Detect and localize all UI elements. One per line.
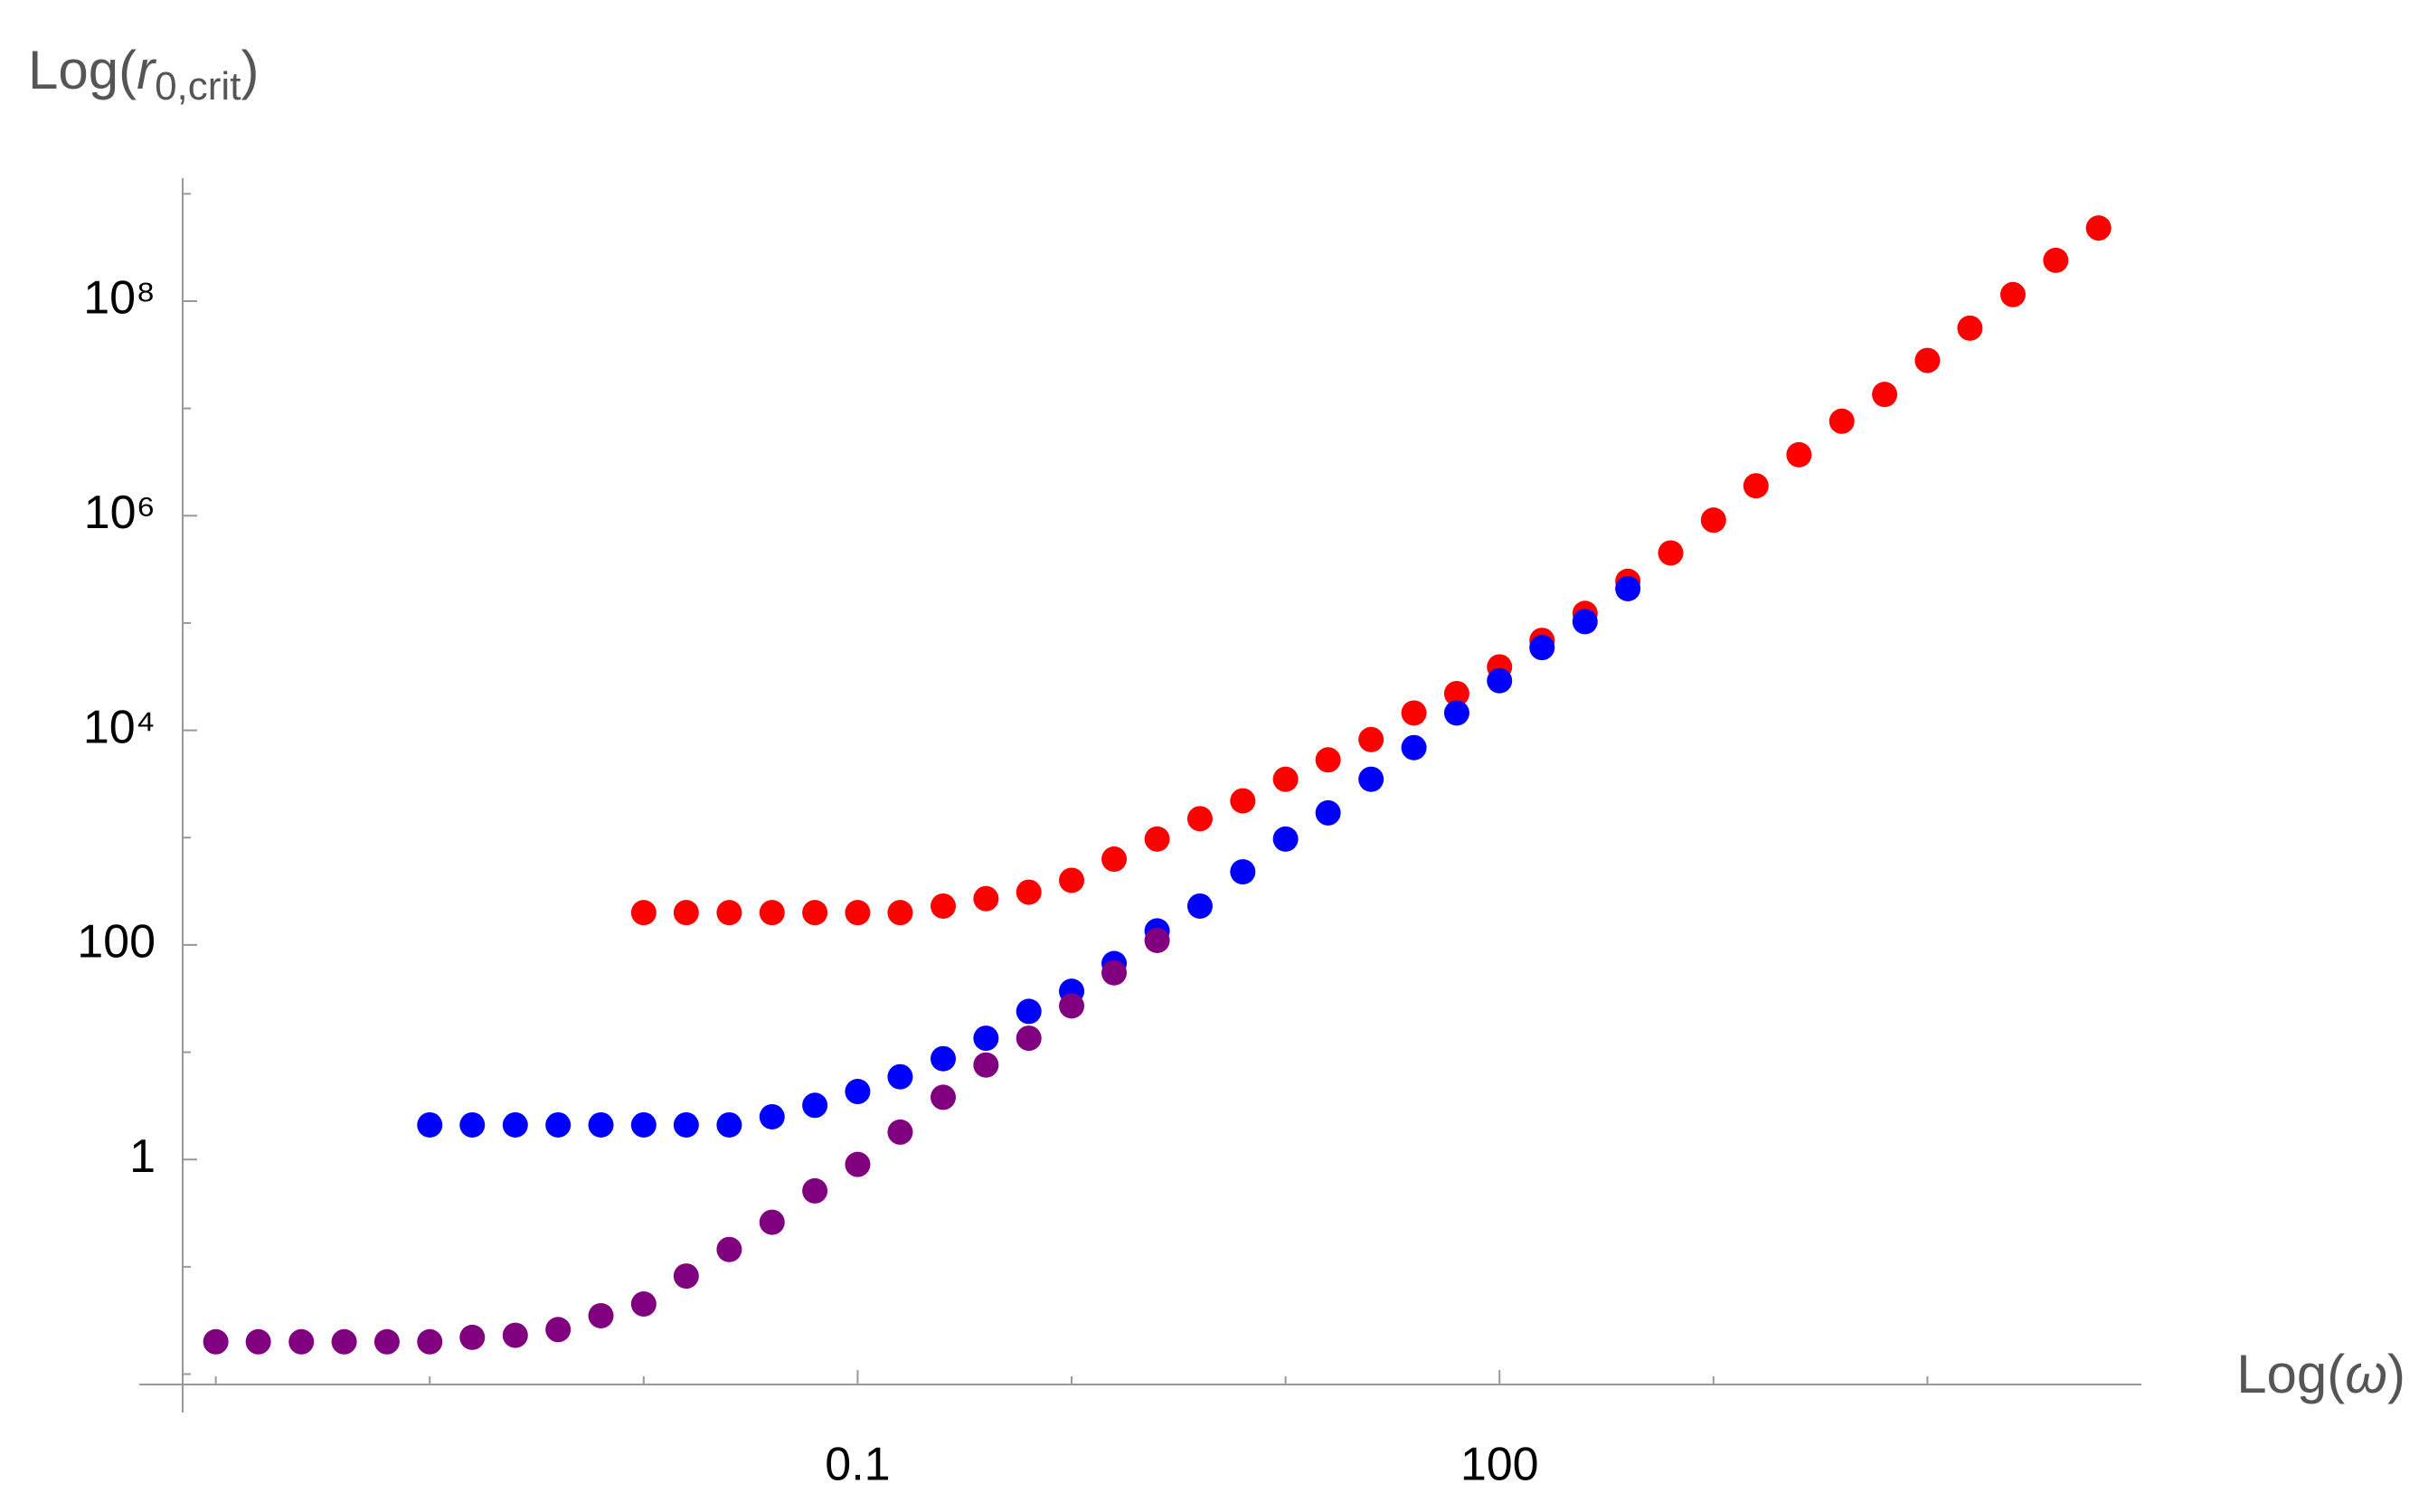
point: [759, 900, 785, 926]
point: [1315, 799, 1341, 826]
point: [588, 1111, 614, 1138]
point: [545, 1317, 572, 1343]
point: [1872, 382, 1898, 408]
y-axis-label: Log(r0,crit): [28, 40, 259, 109]
point: [1572, 609, 1598, 635]
point: [716, 1111, 742, 1138]
point: [716, 900, 742, 926]
point: [1230, 788, 1256, 814]
x-tick-label: 0.1: [825, 1439, 890, 1491]
point: [588, 1302, 614, 1328]
point: [673, 1111, 699, 1138]
point: [845, 1079, 871, 1105]
point: [845, 1151, 871, 1177]
point: [417, 1111, 443, 1138]
point: [1272, 766, 1299, 792]
point: [1957, 315, 1983, 341]
point: [1443, 700, 1469, 726]
point: [331, 1328, 357, 1355]
point: [1144, 927, 1170, 953]
point: [802, 1092, 828, 1119]
point: [459, 1324, 486, 1350]
point: [1914, 347, 1941, 373]
point: [1743, 473, 1769, 499]
point: [1786, 441, 1812, 468]
point: [1401, 734, 1427, 761]
point: [673, 1263, 699, 1290]
point: [973, 885, 999, 912]
point: [759, 1209, 785, 1235]
point: [930, 1045, 956, 1072]
point: [802, 1177, 828, 1204]
point: [1401, 700, 1427, 726]
point: [930, 893, 956, 919]
point: [887, 1119, 913, 1145]
point: [1272, 826, 1299, 852]
point: [1315, 747, 1341, 773]
point: [1230, 859, 1256, 885]
point: [2043, 247, 2069, 273]
point: [545, 1111, 572, 1138]
point: [673, 900, 699, 926]
point: [1358, 766, 1384, 792]
point: [1144, 826, 1170, 852]
y-tick-label: 100: [77, 916, 156, 969]
point: [1358, 726, 1384, 752]
y-tick-label: 10⁸: [83, 272, 156, 325]
point: [759, 1103, 785, 1129]
point: [1016, 1025, 1042, 1052]
point: [1186, 893, 1213, 919]
point: [373, 1328, 400, 1355]
y-tick-label: 1: [129, 1130, 156, 1183]
point: [1999, 281, 2026, 307]
point: [930, 1084, 956, 1110]
point: [1059, 993, 1085, 1019]
point: [203, 1328, 229, 1355]
point: [1700, 507, 1726, 534]
point: [973, 1025, 999, 1052]
point: [1186, 806, 1213, 832]
point: [2085, 215, 2112, 241]
point: [887, 1063, 913, 1090]
x-axis-label: Log(ω): [2236, 1344, 2405, 1404]
x-tick-label: 100: [1460, 1439, 1539, 1491]
point: [1016, 879, 1042, 905]
point: [459, 1111, 486, 1138]
point: [417, 1328, 443, 1355]
point: [1658, 540, 1684, 566]
point: [1101, 959, 1128, 986]
point: [1443, 680, 1469, 706]
point: [288, 1328, 315, 1355]
point: [1101, 846, 1128, 873]
y-tick-label: 10⁶: [84, 487, 156, 539]
point: [973, 1052, 999, 1078]
y-tick-label: 10⁴: [83, 701, 156, 753]
point: [245, 1328, 271, 1355]
point: [1529, 635, 1555, 661]
point: [1828, 408, 1855, 434]
point: [1016, 998, 1042, 1025]
point: [1487, 667, 1513, 694]
point: [1615, 575, 1641, 601]
point: [845, 900, 871, 926]
point: [630, 1111, 657, 1138]
point: [716, 1236, 742, 1262]
point: [887, 900, 913, 926]
point: [1059, 867, 1085, 893]
point: [630, 1290, 657, 1317]
point: [802, 900, 828, 926]
point: [502, 1322, 528, 1348]
point: [502, 1111, 528, 1138]
point: [630, 900, 657, 926]
